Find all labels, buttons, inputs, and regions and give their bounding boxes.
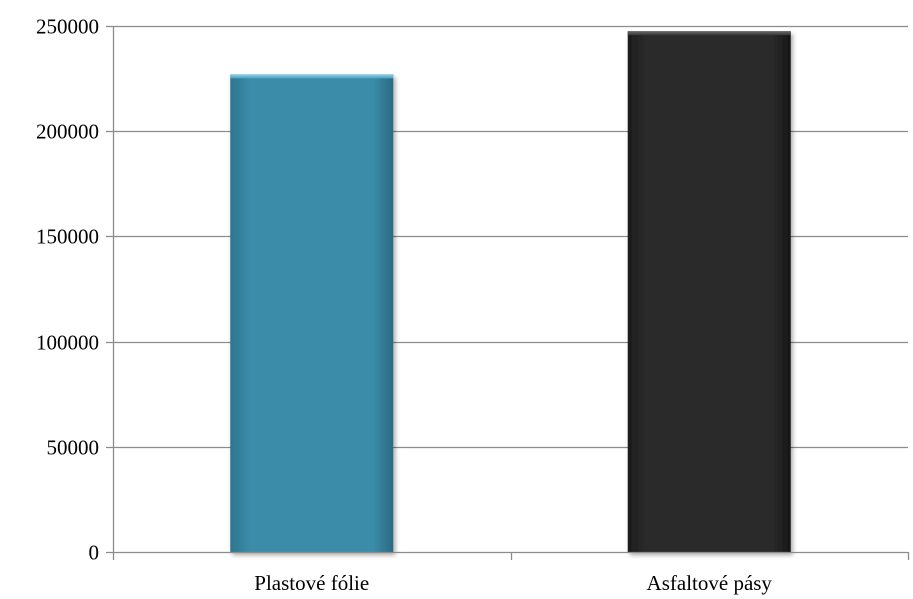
y-tick-label: 0 (89, 541, 100, 565)
bar-group (230, 74, 394, 552)
y-tick-label: 200000 (36, 120, 99, 144)
y-tick-label: 100000 (36, 331, 99, 355)
axis-labels: 0 50000 100000 150000 200000 250000 Plastové f… (36, 15, 772, 596)
y-tick-label: 150000 (36, 225, 99, 249)
y-tick-label: 250000 (36, 15, 99, 39)
x-category-label: Plastové fólie (254, 571, 369, 595)
bar-top-highlight (627, 31, 791, 36)
bar (627, 31, 791, 552)
bars (230, 31, 791, 552)
y-tick-label: 50000 (47, 436, 100, 460)
bar (230, 74, 394, 552)
x-category-label: Asfaltové pásy (647, 571, 773, 595)
bar-group (627, 31, 791, 552)
bar-top-highlight (230, 74, 394, 79)
axes (106, 25, 910, 560)
